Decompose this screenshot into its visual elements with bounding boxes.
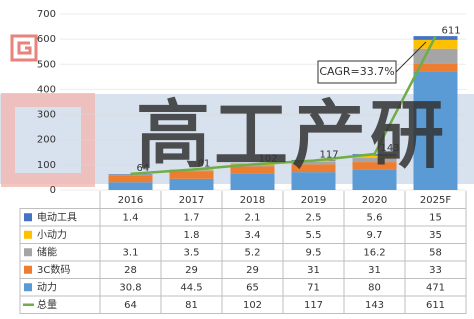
table-value: 9.5: [306, 247, 322, 258]
x-tick-label: 2017: [179, 195, 204, 206]
table-value: 29: [246, 265, 259, 276]
bar-segment: [169, 170, 214, 172]
table-value: 29: [185, 265, 198, 276]
bar-segment: [352, 155, 397, 159]
line-label: 102: [259, 153, 278, 164]
bar-segment: [413, 39, 458, 49]
bar-segment: [230, 173, 275, 190]
table-value: 2.5: [306, 212, 322, 223]
bar-segment: [352, 158, 397, 163]
annotation: CAGR=33.7%: [319, 65, 394, 78]
legend-label: 电动工具: [37, 210, 77, 223]
table-value: 117: [304, 300, 323, 311]
bar-segment: [352, 169, 397, 190]
table-value: 611: [426, 300, 445, 311]
table-value: 64: [124, 300, 137, 311]
x-tick-label: 2018: [240, 195, 265, 206]
legend-swatch: [24, 213, 32, 222]
x-tick-label: 2020: [362, 195, 387, 206]
bar-segment: [108, 174, 153, 176]
bar-segment: [108, 182, 153, 190]
table-value: 5.2: [245, 247, 261, 258]
table-value: 44.5: [180, 282, 202, 293]
bar-segment: [291, 164, 336, 173]
table-value: 3.5: [184, 247, 200, 258]
y-tick-label: 400: [37, 84, 56, 95]
legend-label: 储能: [37, 245, 57, 258]
bar-segment: [413, 48, 458, 64]
bar-segment: [230, 166, 275, 174]
total-line: [130, 35, 437, 176]
logo: [10, 34, 38, 62]
table-value: 9.7: [367, 230, 383, 241]
bar-segment: [413, 71, 458, 190]
line-label: 117: [320, 150, 339, 161]
y-tick-label: 700: [37, 9, 56, 20]
table-value: 16.2: [363, 247, 385, 258]
bar-segment: [291, 172, 336, 190]
line-label: 611: [442, 25, 461, 36]
bar-segment: [108, 175, 153, 183]
table-value: 30.8: [119, 282, 141, 293]
legend-label: 小动力: [37, 228, 67, 241]
watermark-text: 高工产研: [136, 93, 448, 179]
y-tick-label: 600: [37, 34, 56, 45]
table-value: 1.8: [184, 230, 200, 241]
y-tick-label: 0: [50, 185, 56, 196]
table-value: 58: [429, 247, 442, 258]
y-tick-label: 100: [37, 160, 56, 171]
y-tick-label: 200: [37, 135, 56, 146]
table-value: 1.4: [123, 212, 139, 223]
table-value: 31: [368, 265, 381, 276]
table-value: 3.1: [123, 247, 139, 258]
table-value: 33: [429, 265, 442, 276]
table-value: 5.6: [367, 212, 383, 223]
x-tick-label: 2025F: [420, 195, 451, 206]
table-value: 35: [429, 230, 442, 241]
table-value: 81: [185, 300, 198, 311]
y-tick-label: 500: [37, 59, 56, 70]
annotation-arrow: [395, 41, 427, 73]
legend-swatch: [24, 265, 32, 274]
table-value: 31: [307, 265, 320, 276]
table-value: 1.7: [184, 212, 200, 223]
line-label: 64: [137, 163, 150, 174]
legend-label: 动力: [37, 280, 57, 293]
x-tick-label: 2016: [118, 195, 143, 206]
bar-segment: [230, 165, 275, 167]
table-value: 80: [368, 282, 381, 293]
annotation-box: [317, 60, 397, 84]
table-value: 2.1: [245, 212, 261, 223]
table-value: 28: [124, 265, 137, 276]
bar-segment: [169, 171, 214, 179]
table-value: 471: [426, 282, 445, 293]
table-value: 71: [307, 282, 320, 293]
table-value: 15: [429, 212, 442, 223]
y-tick-label: 300: [37, 110, 56, 121]
bar-segment: [169, 178, 214, 190]
legend-swatch: [24, 230, 32, 239]
legend-label: 3C数码: [37, 263, 70, 276]
bar-segment: [291, 161, 336, 165]
x-tick-label: 2019: [301, 195, 326, 206]
line-label: 81: [198, 159, 211, 170]
table-value: 102: [243, 300, 262, 311]
table-value: 65: [246, 282, 259, 293]
table-value: 143: [365, 300, 384, 311]
table-value: 3.4: [245, 230, 261, 241]
table-value: 5.5: [306, 230, 322, 241]
line-label: 143: [381, 143, 400, 154]
legend-swatch: [24, 283, 32, 292]
bar-segment: [352, 162, 397, 170]
legend-swatch: [24, 248, 32, 257]
bar-segment: [413, 63, 458, 72]
legend-label: 总量: [37, 298, 57, 311]
